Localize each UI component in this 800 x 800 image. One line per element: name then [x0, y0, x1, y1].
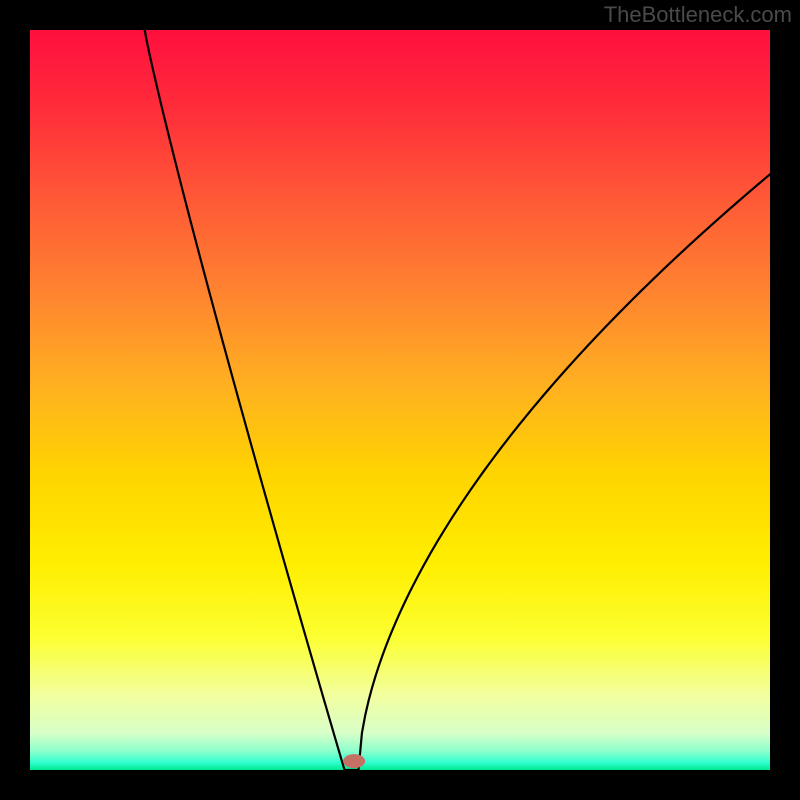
- plot-background-gradient: [30, 30, 770, 770]
- bottleneck-chart: [0, 0, 800, 800]
- minimum-marker: [343, 754, 365, 768]
- watermark-text: TheBottleneck.com: [604, 2, 792, 28]
